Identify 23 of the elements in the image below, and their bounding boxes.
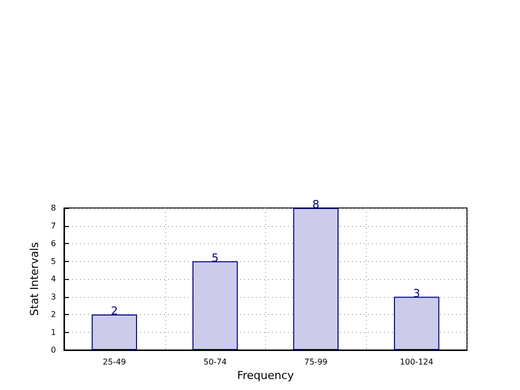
data-label: 8 <box>312 198 320 211</box>
y-tick-label: 2 <box>50 310 56 319</box>
x-tick-label: 25-49 <box>102 358 126 366</box>
y-tick-label: 6 <box>50 239 56 248</box>
y-tick-label: 0 <box>50 346 56 354</box>
data-label: 2 <box>110 304 118 318</box>
data-label: 5 <box>212 251 219 264</box>
data-label: 3 <box>413 286 420 300</box>
x-tick-label: 50-74 <box>204 358 227 366</box>
y-tick-label: 4 <box>50 274 56 284</box>
y-axis-title: Stat Intervals <box>28 242 42 316</box>
x-axis-title: Frequency <box>237 369 294 382</box>
y-tick-label: 5 <box>50 256 56 266</box>
bar <box>192 261 238 350</box>
bar <box>293 208 339 350</box>
y-tick-label: 1 <box>50 328 56 337</box>
bar <box>92 314 138 350</box>
x-tick-label: 100-124 <box>400 358 434 366</box>
y-tick-label: 7 <box>50 221 56 230</box>
y-tick-label: 8 <box>50 204 56 212</box>
bar <box>394 296 440 350</box>
y-tick-label: 3 <box>50 292 56 302</box>
x-tick-label: 75-99 <box>304 358 328 366</box>
